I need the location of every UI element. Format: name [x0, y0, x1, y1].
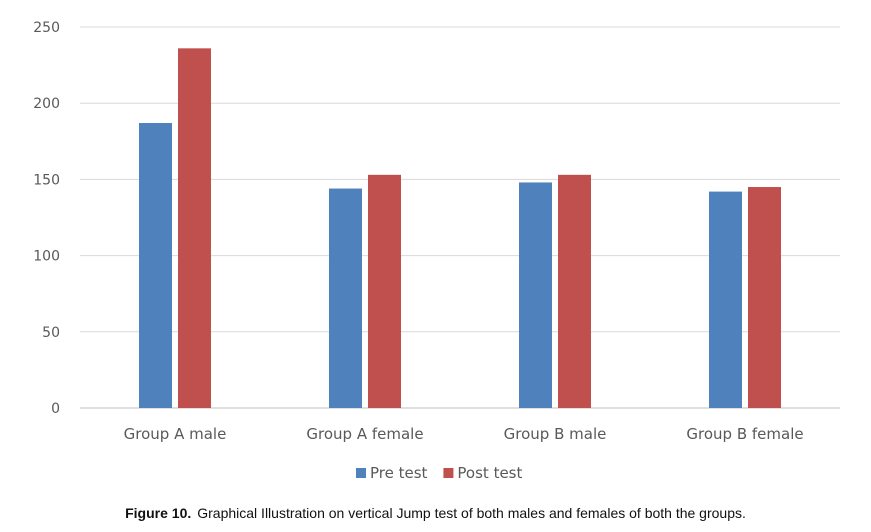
- bar-pre-test: [709, 191, 742, 408]
- y-tick-label: 50: [42, 325, 60, 341]
- x-axis-labels: Group A male Group A female Group B male Gr…: [124, 425, 804, 443]
- y-tick-label: 250: [33, 20, 60, 36]
- legend-swatch: [443, 468, 454, 478]
- bar-chart: 0 50 100 150 200 250 Group A male Group A fema…: [33, 20, 840, 482]
- bar-post-test: [748, 187, 781, 408]
- caption-text: Graphical Illustration on vertical Jump …: [197, 505, 746, 521]
- legend-swatch: [356, 468, 366, 478]
- x-category-label: Group B male: [504, 425, 607, 443]
- x-category-label: Group B female: [686, 425, 803, 443]
- bar-pre-test: [329, 188, 362, 408]
- x-category-label: Group A male: [124, 425, 227, 443]
- figure-caption: Figure 10. Graphical Illustration on vert…: [0, 505, 871, 521]
- bar-pre-test: [139, 123, 172, 409]
- bar-pre-test: [519, 182, 552, 408]
- legend-label: Pre test: [370, 464, 428, 482]
- bar-post-test: [368, 174, 401, 408]
- caption-number: Figure 10.: [125, 505, 192, 521]
- bar-post-test: [558, 174, 591, 408]
- y-axis-ticks: 0 50 100 150 200 250: [33, 20, 60, 417]
- legend-label: Post test: [457, 464, 522, 482]
- y-tick-label: 0: [51, 401, 60, 417]
- bar-post-test: [178, 48, 211, 408]
- y-tick-label: 100: [33, 249, 60, 265]
- y-tick-label: 150: [33, 172, 60, 188]
- bars: [139, 48, 781, 409]
- x-category-label: Group A female: [306, 425, 423, 443]
- legend: Pre test Post test: [356, 464, 522, 482]
- y-tick-label: 200: [33, 96, 60, 112]
